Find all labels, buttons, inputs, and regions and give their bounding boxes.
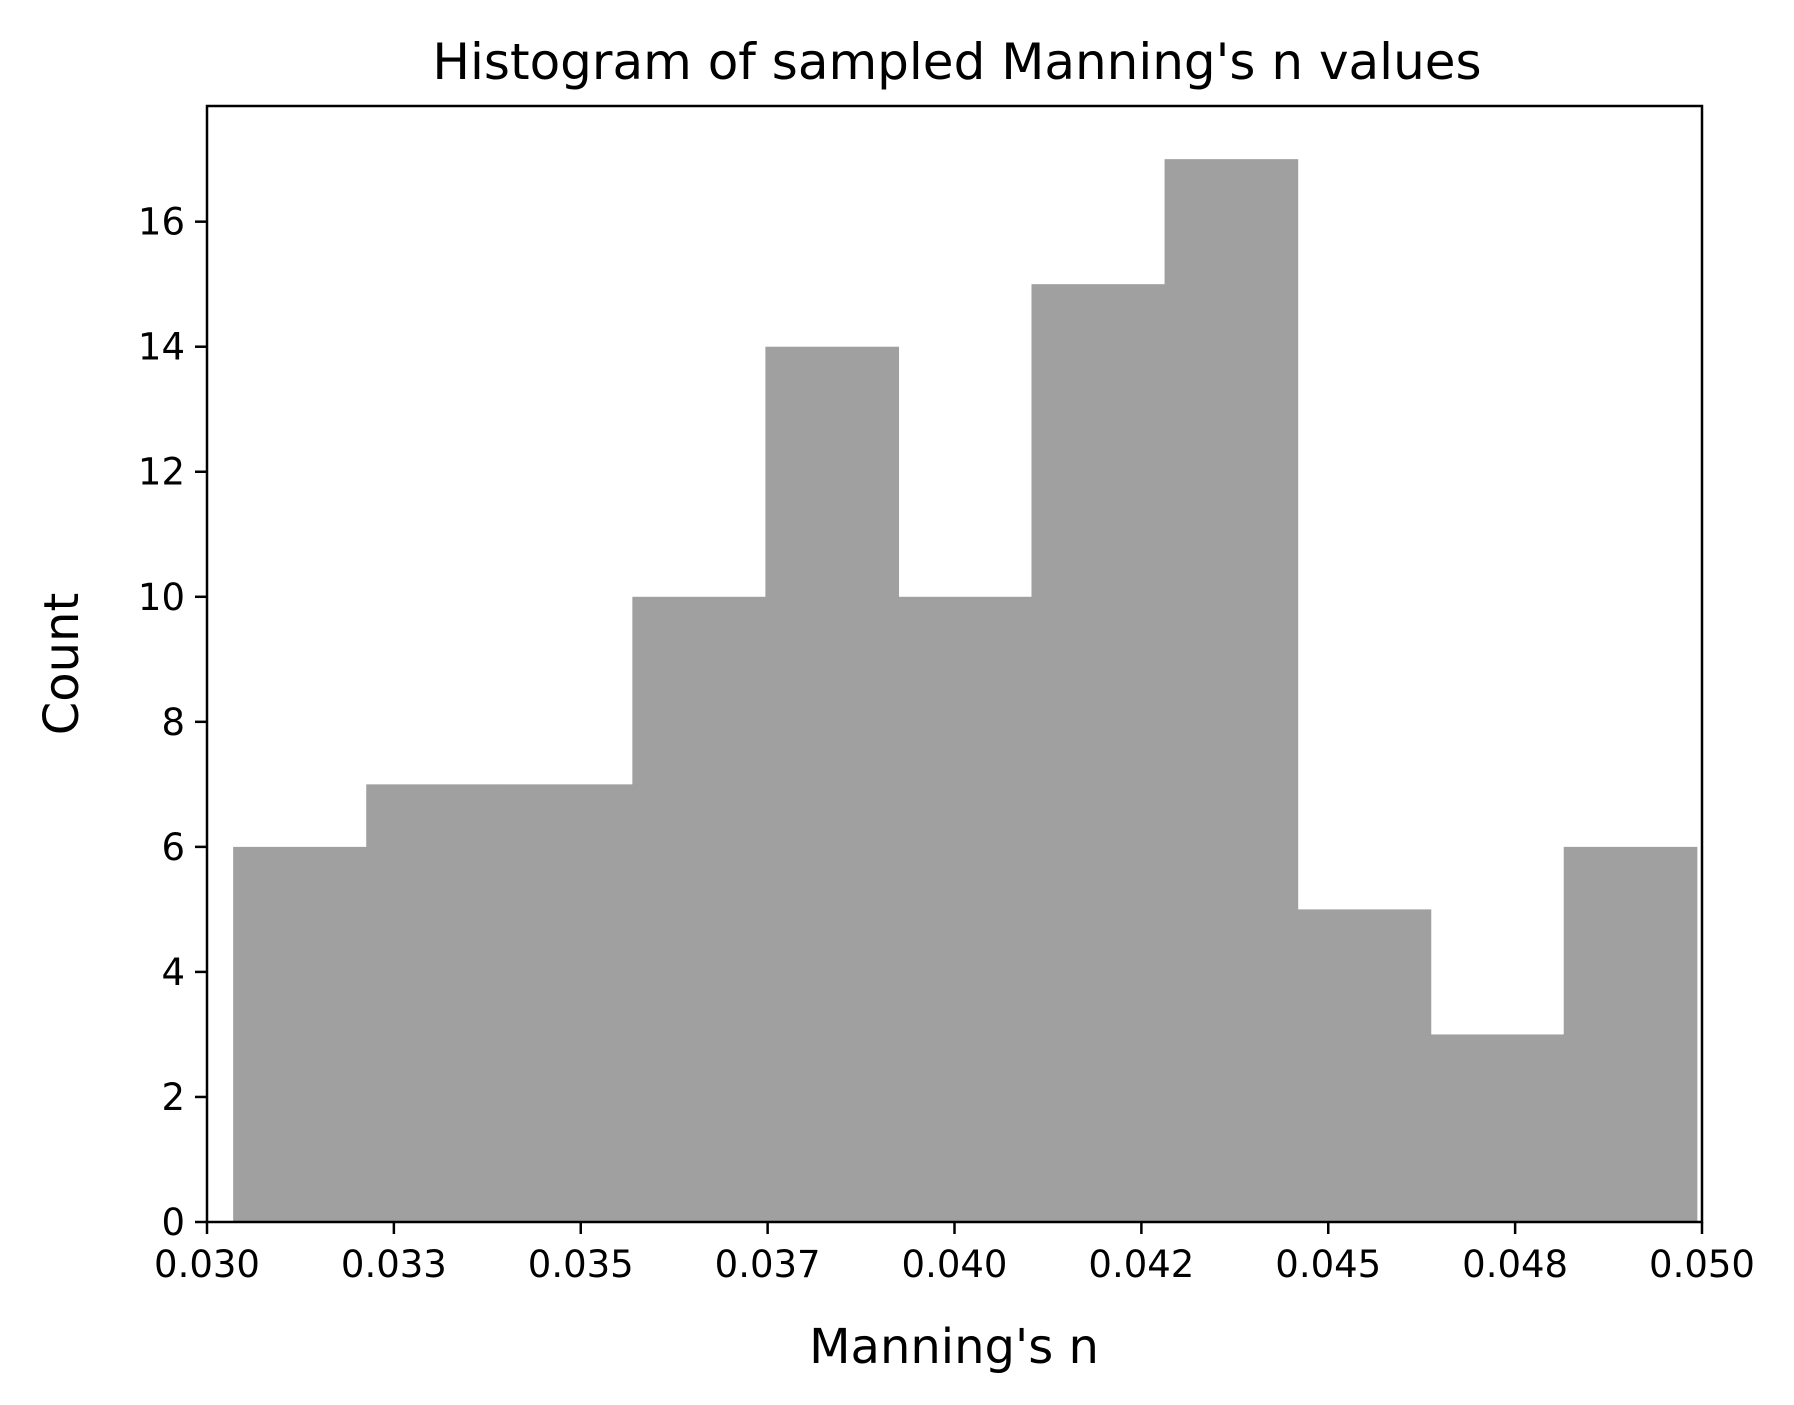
x-tick-label: 0.045 — [1275, 1243, 1381, 1286]
histogram-bars — [233, 159, 1698, 1223]
x-tick-label: 0.030 — [154, 1243, 260, 1286]
y-axis-ticks: 0 2 4 6 8 10 12 14 16 — [138, 201, 207, 1244]
x-tick-label: 0.033 — [341, 1243, 447, 1286]
x-axis-ticks: 0.030 0.033 0.035 0.037 0.040 0.042 0.045 0.048… — [154, 1222, 1755, 1286]
chart-title: Histogram of sampled Manning's n values — [432, 33, 1481, 91]
y-tick-label: 8 — [161, 701, 185, 744]
histogram-bar — [1297, 909, 1432, 1222]
y-tick-label: 14 — [138, 326, 185, 369]
y-tick-label: 0 — [161, 1201, 185, 1244]
histogram-bar — [765, 346, 900, 1223]
y-axis-label: Count — [34, 593, 90, 736]
histogram-bar — [632, 596, 766, 1222]
histogram-bar — [898, 596, 1033, 1222]
x-axis-label: Manning's n — [809, 1319, 1099, 1375]
y-tick-label: 16 — [138, 201, 185, 244]
y-tick-label: 6 — [161, 826, 185, 869]
x-tick-label: 0.048 — [1462, 1243, 1568, 1286]
y-tick-label: 4 — [161, 951, 185, 994]
histogram-bar — [233, 846, 367, 1222]
x-tick-label: 0.042 — [1088, 1243, 1194, 1286]
x-tick-label: 0.037 — [715, 1243, 821, 1286]
x-tick-label: 0.040 — [902, 1243, 1008, 1286]
histogram-bar — [1031, 284, 1166, 1222]
y-tick-label: 2 — [161, 1076, 185, 1119]
histogram-bar — [1164, 159, 1299, 1222]
y-tick-label: 12 — [138, 451, 185, 494]
histogram-bar — [499, 784, 633, 1222]
x-tick-label: 0.035 — [528, 1243, 634, 1286]
y-tick-label: 10 — [138, 576, 185, 619]
histogram-bar — [1430, 1034, 1565, 1222]
histogram-bar — [366, 784, 500, 1222]
histogram-bar — [1563, 846, 1698, 1222]
x-tick-label: 0.050 — [1649, 1243, 1755, 1286]
